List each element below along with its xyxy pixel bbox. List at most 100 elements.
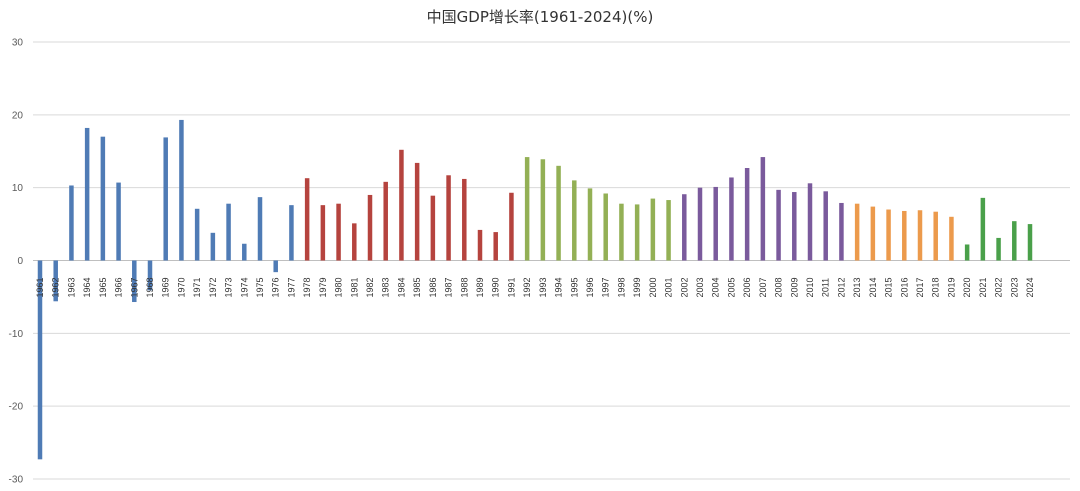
x-category-label-1981: 1981 xyxy=(349,277,359,297)
bar-1969 xyxy=(163,137,168,261)
x-category-label-2001: 2001 xyxy=(664,277,674,297)
x-category-label-1979: 1979 xyxy=(318,277,328,297)
x-category-label-2010: 2010 xyxy=(805,277,815,297)
bar-2000 xyxy=(650,198,656,261)
x-category-label-1982: 1982 xyxy=(365,277,375,297)
x-category-label-2012: 2012 xyxy=(836,277,846,297)
bar-1976 xyxy=(273,260,278,273)
x-category-label-1993: 1993 xyxy=(538,277,548,297)
x-category-label-1998: 1998 xyxy=(616,277,626,297)
bar-2016 xyxy=(902,210,907,261)
bar-1980 xyxy=(336,203,341,261)
bar-1983 xyxy=(383,181,388,261)
x-category-label-1987: 1987 xyxy=(444,277,454,297)
x-category-label-1966: 1966 xyxy=(114,277,124,297)
bar-2001 xyxy=(666,200,671,261)
x-category-label-1972: 1972 xyxy=(208,277,218,297)
x-category-label-1999: 1999 xyxy=(632,277,642,297)
x-category-label-1963: 1963 xyxy=(66,277,76,297)
bar-2022 xyxy=(996,237,1001,261)
x-category-label-2017: 2017 xyxy=(915,277,925,297)
bar-1991 xyxy=(509,192,514,261)
x-category-label-1991: 1991 xyxy=(506,277,516,297)
bar-1964 xyxy=(84,127,90,261)
y-axis-tick-labels: 30 20 10 0 -10 -20 -30 xyxy=(9,38,24,486)
bar-1961 xyxy=(37,260,43,460)
x-category-label-2006: 2006 xyxy=(742,277,752,297)
bar-1968 xyxy=(147,260,153,291)
x-category-label-2008: 2008 xyxy=(774,277,784,297)
x-category-label-2003: 2003 xyxy=(695,277,705,297)
bar-1989 xyxy=(477,229,483,261)
bar-1981 xyxy=(352,223,357,261)
x-category-label-1961: 1961 xyxy=(35,277,45,297)
bar-1970 xyxy=(179,119,184,261)
x-category-label-2015: 2015 xyxy=(884,277,894,297)
bar-2013 xyxy=(854,203,860,261)
x-category-label-2009: 2009 xyxy=(789,277,799,297)
x-category-label-1984: 1984 xyxy=(396,277,406,297)
bar-2003 xyxy=(697,187,703,261)
x-category-label-1977: 1977 xyxy=(286,277,296,297)
bar-2006 xyxy=(744,168,750,261)
bar-2015 xyxy=(886,209,891,261)
x-category-label-2019: 2019 xyxy=(946,277,956,297)
x-category-label-1965: 1965 xyxy=(98,277,108,297)
bar-1995 xyxy=(572,180,577,261)
x-category-label-1976: 1976 xyxy=(271,277,281,297)
bar-1974 xyxy=(242,243,247,261)
gridlines xyxy=(33,41,1070,480)
bar-1999 xyxy=(634,204,640,261)
x-category-label-1967: 1967 xyxy=(129,277,139,297)
bar-1979 xyxy=(320,205,326,261)
bar-1987 xyxy=(446,175,451,261)
chart-title: 中国GDP增长率(1961-2024)(%) xyxy=(427,8,654,26)
x-category-label-2022: 2022 xyxy=(994,277,1004,297)
x-category-label-1994: 1994 xyxy=(554,277,564,297)
bar-2012 xyxy=(839,202,844,261)
x-category-label-2000: 2000 xyxy=(648,277,658,297)
x-category-label-1986: 1986 xyxy=(428,277,438,297)
x-category-label-1997: 1997 xyxy=(601,277,611,297)
x-category-label-2004: 2004 xyxy=(711,277,721,297)
y-tick-label: 0 xyxy=(17,256,23,267)
bar-1990 xyxy=(493,232,498,261)
bar-2010 xyxy=(807,183,813,261)
x-category-label-1974: 1974 xyxy=(239,277,249,297)
bar-1998 xyxy=(619,203,624,261)
bar-1975 xyxy=(257,197,263,261)
bar-2009 xyxy=(792,192,797,261)
y-tick-label: 20 xyxy=(12,110,24,121)
x-category-label-1989: 1989 xyxy=(475,277,485,297)
x-category-label-2011: 2011 xyxy=(821,278,831,297)
x-category-label-2018: 2018 xyxy=(931,277,941,297)
x-category-label-1971: 1971 xyxy=(192,277,202,297)
x-category-label-1969: 1969 xyxy=(161,277,171,297)
bar-1992 xyxy=(524,157,530,261)
bar-2004 xyxy=(713,186,718,261)
bar-1963 xyxy=(69,185,74,261)
bar-1965 xyxy=(100,136,106,261)
x-category-label-2016: 2016 xyxy=(899,277,909,297)
bar-1986 xyxy=(430,195,436,261)
bar-2008 xyxy=(776,189,781,261)
bar-2014 xyxy=(870,206,876,261)
bar-2011 xyxy=(823,191,828,261)
x-category-label-1980: 1980 xyxy=(334,277,344,297)
bar-1978 xyxy=(304,178,310,261)
bar-1988 xyxy=(462,178,467,261)
x-category-label-1964: 1964 xyxy=(82,277,92,297)
x-category-label-2007: 2007 xyxy=(758,277,768,297)
bar-2021 xyxy=(980,197,986,261)
bar-1971 xyxy=(194,208,200,261)
y-tick-label: -20 xyxy=(9,402,24,413)
bar-2005 xyxy=(729,177,734,261)
x-axis-category-labels: 1961 1962 1963 1964 1965 1966 1967 1968 1969 1970… xyxy=(35,277,1035,297)
x-category-label-2021: 2021 xyxy=(978,277,988,297)
bar-1982 xyxy=(367,194,373,261)
x-category-label-2002: 2002 xyxy=(679,277,689,297)
x-category-label-1973: 1973 xyxy=(224,277,234,297)
x-category-label-1983: 1983 xyxy=(381,277,391,297)
bar-1972 xyxy=(210,232,216,261)
